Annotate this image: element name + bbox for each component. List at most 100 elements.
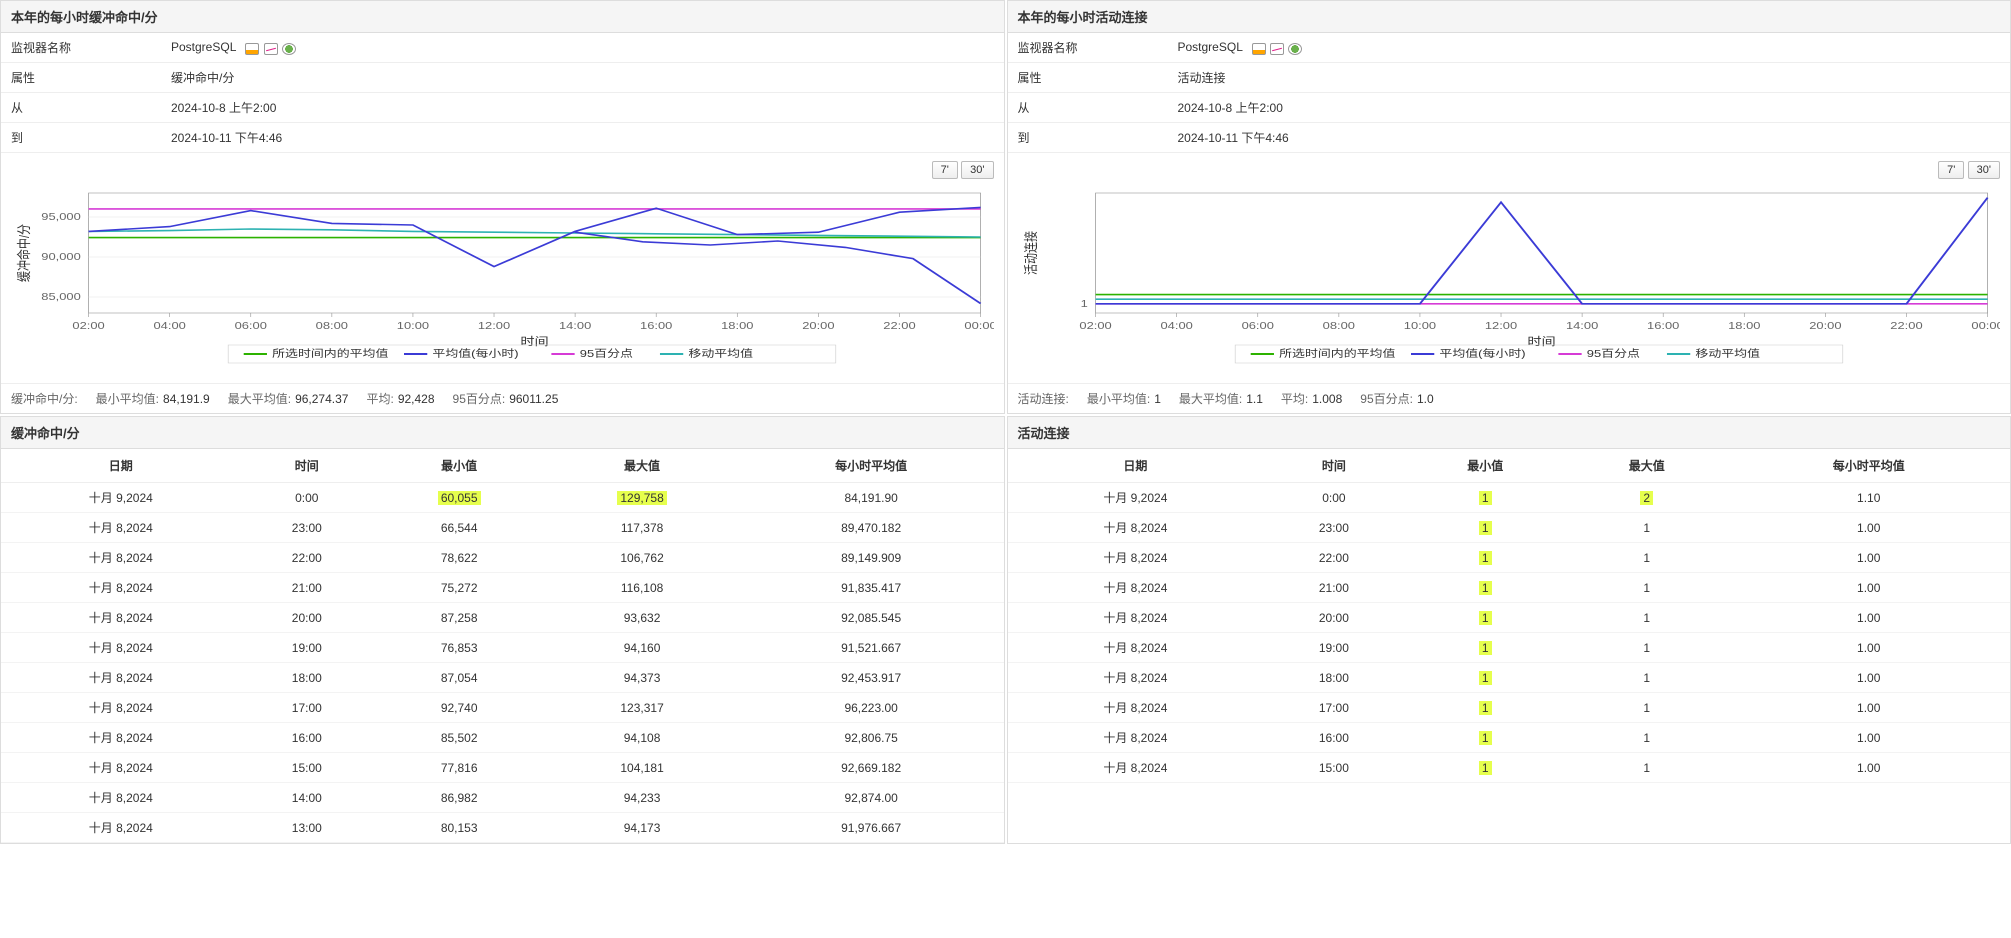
table-cell: 1 <box>1405 663 1566 693</box>
meta-monitor-value: PostgreSQL <box>1168 33 2011 63</box>
table-row: 十月 8,202422:0078,622106,76289,149.909 <box>1 543 1004 573</box>
line-icon[interactable] <box>264 43 278 55</box>
stats-min-label: 最小平均值: <box>96 392 159 406</box>
left-stats-row: 缓冲命中/分: 最小平均值:84,191.9 最大平均值:96,274.37 平… <box>1 383 1004 413</box>
dashboard: 本年的每小时缓冲命中/分 监视器名称 PostgreSQL 属性 缓冲命中/分 <box>0 0 2011 844</box>
table-cell: 2 <box>1566 483 1727 513</box>
table-cell: 1 <box>1566 693 1727 723</box>
stats-avg-value: 1.008 <box>1312 392 1342 406</box>
table-cell: 129,758 <box>545 483 738 513</box>
range-30-button[interactable]: 30' <box>961 161 993 179</box>
range-7-button[interactable]: 7' <box>932 161 958 179</box>
table-row: 十月 8,202423:0066,544117,37889,470.182 <box>1 513 1004 543</box>
right-chart-title: 本年的每小时活动连接 <box>1008 1 2011 33</box>
table-cell: 16:00 <box>241 723 373 753</box>
svg-text:16:00: 16:00 <box>1647 321 1679 331</box>
svg-text:06:00: 06:00 <box>235 321 267 331</box>
range-7-button[interactable]: 7' <box>1938 161 1964 179</box>
svg-text:12:00: 12:00 <box>478 321 510 331</box>
table-cell: 92,453.917 <box>739 663 1004 693</box>
table-row: 十月 8,202419:00111.00 <box>1008 633 2011 663</box>
svg-text:95百分点: 95百分点 <box>1586 348 1639 359</box>
monitor-name: PostgreSQL <box>171 40 236 54</box>
table-col-header: 日期 <box>1008 449 1264 483</box>
table-cell: 23:00 <box>1263 513 1404 543</box>
left-meta-table: 监视器名称 PostgreSQL 属性 缓冲命中/分 从 2024-10-8 上… <box>1 33 1004 153</box>
table-row: 十月 8,202420:00111.00 <box>1008 603 2011 633</box>
svg-text:时间: 时间 <box>1527 335 1555 348</box>
svg-text:平均值(每小时): 平均值(每小时) <box>432 347 518 359</box>
table-cell: 91,976.667 <box>739 813 1004 843</box>
table-col-header: 时间 <box>241 449 373 483</box>
table-cell: 13:00 <box>241 813 373 843</box>
table-cell: 十月 8,2024 <box>1008 543 1264 573</box>
table-cell: 91,835.417 <box>739 573 1004 603</box>
bar-icon[interactable] <box>245 43 259 55</box>
stats-p95-value: 1.0 <box>1417 392 1434 406</box>
stats-p95-label: 95百分点: <box>453 392 506 406</box>
range-30-button[interactable]: 30' <box>1968 161 2000 179</box>
table-cell: 十月 8,2024 <box>1 573 241 603</box>
meta-to-label: 到 <box>1 123 161 153</box>
meta-attr-value: 缓冲命中/分 <box>161 63 1004 93</box>
meta-attr-label: 属性 <box>1 63 161 93</box>
bar-icon[interactable] <box>1252 43 1266 55</box>
table-cell: 1.10 <box>1727 483 2010 513</box>
range-buttons: 7' 30' <box>11 157 994 183</box>
table-cell: 117,378 <box>545 513 738 543</box>
pie-icon[interactable] <box>1288 43 1302 55</box>
stats-min-label: 最小平均值: <box>1087 392 1150 406</box>
left-chart: 85,00090,00095,00002:0004:0006:0008:0010… <box>11 183 994 373</box>
table-cell: 96,223.00 <box>739 693 1004 723</box>
table-cell: 21:00 <box>241 573 373 603</box>
svg-text:活动连接: 活动连接 <box>1022 231 1039 275</box>
table-row: 十月 8,202418:00111.00 <box>1008 663 2011 693</box>
svg-text:14:00: 14:00 <box>559 321 591 331</box>
table-cell: 15:00 <box>241 753 373 783</box>
svg-text:02:00: 02:00 <box>72 321 104 331</box>
meta-attr-label: 属性 <box>1008 63 1168 93</box>
meta-monitor-label: 监视器名称 <box>1 33 161 63</box>
stats-metric-label: 活动连接: <box>1018 392 1069 406</box>
svg-text:22:00: 22:00 <box>883 321 915 331</box>
table-cell: 104,181 <box>545 753 738 783</box>
stats-p95-value: 96011.25 <box>509 392 558 406</box>
chart-type-icons[interactable] <box>245 41 297 55</box>
stats-metric-label: 缓冲命中/分: <box>11 392 78 406</box>
svg-text:移动平均值: 移动平均值 <box>688 348 753 359</box>
table-cell: 22:00 <box>241 543 373 573</box>
table-row: 十月 8,202415:00111.00 <box>1008 753 2011 783</box>
table-cell: 20:00 <box>241 603 373 633</box>
table-cell: 1 <box>1566 663 1727 693</box>
table-cell: 20:00 <box>1263 603 1404 633</box>
meta-to-value: 2024-10-11 下午4:46 <box>161 123 1004 153</box>
svg-text:04:00: 04:00 <box>153 321 185 331</box>
table-row: 十月 8,202414:0086,98294,23392,874.00 <box>1 783 1004 813</box>
pie-icon[interactable] <box>282 43 296 55</box>
range-buttons: 7' 30' <box>1018 157 2001 183</box>
table-cell: 1 <box>1566 633 1727 663</box>
line-icon[interactable] <box>1270 43 1284 55</box>
right-chart: 102:0004:0006:0008:0010:0012:0014:0016:0… <box>1018 183 2001 373</box>
table-cell: 十月 9,2024 <box>1008 483 1264 513</box>
table-cell: 十月 8,2024 <box>1 783 241 813</box>
table-row: 十月 8,202421:00111.00 <box>1008 573 2011 603</box>
table-cell: 16:00 <box>1263 723 1404 753</box>
table-row: 十月 8,202417:0092,740123,31796,223.00 <box>1 693 1004 723</box>
table-cell: 87,258 <box>373 603 545 633</box>
table-cell: 23:00 <box>241 513 373 543</box>
table-cell: 十月 8,2024 <box>1 693 241 723</box>
left-table-panel: 缓冲命中/分 日期时间最小值最大值每小时平均值十月 9,20240:0060,0… <box>0 416 1005 844</box>
table-cell: 十月 8,2024 <box>1008 603 1264 633</box>
table-cell: 1 <box>1405 513 1566 543</box>
meta-from-value: 2024-10-8 上午2:00 <box>161 93 1004 123</box>
chart-type-icons[interactable] <box>1252 41 1304 55</box>
right-chart-panel: 本年的每小时活动连接 监视器名称 PostgreSQL 属性 活动连接 从 <box>1007 0 2011 414</box>
svg-text:20:00: 20:00 <box>802 321 834 331</box>
table-cell: 92,806.75 <box>739 723 1004 753</box>
right-table-title: 活动连接 <box>1008 417 2011 449</box>
stats-max-value: 96,274.37 <box>295 392 348 406</box>
svg-text:02:00: 02:00 <box>1079 321 1111 331</box>
table-row: 十月 9,20240:0060,055129,75884,191.90 <box>1 483 1004 513</box>
table-cell: 1 <box>1566 543 1727 573</box>
